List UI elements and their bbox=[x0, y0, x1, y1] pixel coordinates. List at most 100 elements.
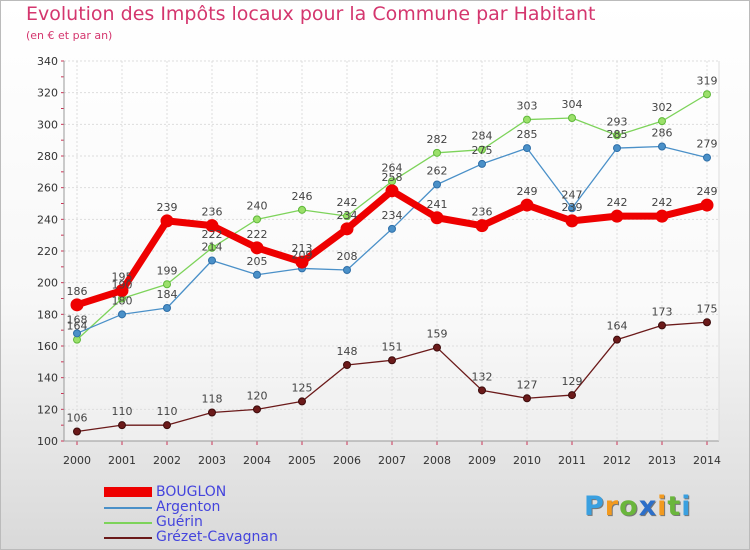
data-point bbox=[115, 284, 129, 298]
data-label: 282 bbox=[427, 133, 448, 146]
data-point bbox=[523, 394, 531, 403]
data-label: 148 bbox=[337, 345, 358, 358]
data-label: 284 bbox=[472, 130, 493, 143]
y-tick-label: 280 bbox=[37, 150, 58, 163]
data-point bbox=[658, 142, 666, 151]
x-tick-label: 2014 bbox=[693, 454, 721, 467]
x-tick-label: 2007 bbox=[378, 454, 406, 467]
data-label: 246 bbox=[292, 190, 313, 203]
data-label: 199 bbox=[157, 264, 178, 277]
data-label: 127 bbox=[517, 378, 538, 391]
data-label: 286 bbox=[652, 127, 673, 140]
data-point bbox=[568, 114, 576, 122]
data-point bbox=[298, 205, 306, 214]
y-tick-label: 260 bbox=[37, 182, 58, 195]
data-label: 132 bbox=[472, 370, 493, 383]
data-label: 222 bbox=[247, 228, 268, 241]
data-point bbox=[205, 219, 219, 233]
data-point bbox=[478, 386, 486, 395]
legend-swatch bbox=[104, 507, 152, 509]
legend-label: BOUGLON bbox=[156, 484, 227, 500]
data-label: 164 bbox=[67, 320, 88, 333]
data-label: 180 bbox=[112, 294, 133, 307]
y-tick-label: 240 bbox=[37, 213, 58, 226]
data-label: 234 bbox=[337, 209, 358, 222]
data-point bbox=[160, 214, 174, 228]
data-point bbox=[610, 209, 624, 223]
data-label: 249 bbox=[697, 185, 718, 198]
data-point bbox=[163, 421, 171, 430]
data-label: 275 bbox=[472, 144, 493, 157]
y-tick-label: 180 bbox=[37, 308, 58, 321]
logo-letter: r bbox=[604, 491, 620, 522]
y-tick-label: 160 bbox=[37, 340, 58, 353]
y-tick-label: 100 bbox=[37, 435, 58, 448]
data-point bbox=[343, 266, 351, 274]
data-label: 279 bbox=[697, 138, 718, 151]
data-label: 205 bbox=[247, 255, 268, 268]
y-tick-label: 220 bbox=[37, 245, 58, 258]
data-point bbox=[565, 214, 579, 228]
y-tick-label: 320 bbox=[37, 87, 58, 100]
data-label: 184 bbox=[157, 288, 178, 301]
data-point bbox=[613, 335, 621, 344]
x-tick-label: 2005 bbox=[288, 454, 316, 467]
x-tick-label: 2010 bbox=[513, 454, 541, 467]
data-label: 110 bbox=[157, 405, 178, 418]
data-label: 240 bbox=[247, 199, 268, 212]
data-label: 285 bbox=[517, 128, 538, 141]
logo-letter: x bbox=[638, 491, 658, 522]
x-tick-label: 2004 bbox=[243, 454, 271, 467]
legend-swatch bbox=[104, 487, 152, 497]
data-label: 173 bbox=[652, 305, 673, 318]
data-point bbox=[163, 280, 171, 289]
legend-label: Grézet-Cavagnan bbox=[156, 529, 278, 545]
data-label: 264 bbox=[382, 161, 403, 174]
x-tick-label: 2000 bbox=[63, 454, 91, 467]
data-label: 222 bbox=[202, 228, 223, 241]
y-tick-label: 140 bbox=[37, 372, 58, 385]
legend-item: Grézet-Cavagnan bbox=[104, 529, 404, 546]
data-label: 319 bbox=[697, 74, 718, 87]
data-point bbox=[343, 361, 351, 369]
data-label: 302 bbox=[652, 101, 673, 114]
data-label: 151 bbox=[382, 340, 403, 353]
data-label: 118 bbox=[202, 393, 223, 406]
data-point bbox=[253, 405, 261, 414]
data-point bbox=[568, 204, 576, 213]
data-point bbox=[208, 408, 216, 417]
data-label: 293 bbox=[607, 115, 628, 128]
logo-letter: P bbox=[584, 491, 605, 522]
data-point bbox=[433, 180, 441, 189]
data-point bbox=[433, 343, 441, 352]
data-point bbox=[388, 224, 396, 233]
data-label: 168 bbox=[67, 313, 88, 326]
data-label: 242 bbox=[652, 196, 673, 209]
data-point bbox=[655, 209, 669, 223]
x-tick-label: 2012 bbox=[603, 454, 631, 467]
data-point bbox=[703, 318, 711, 327]
data-point bbox=[568, 391, 576, 400]
data-label: 129 bbox=[562, 375, 583, 388]
data-label: 214 bbox=[202, 241, 223, 254]
x-tick-label: 2006 bbox=[333, 454, 361, 467]
data-point bbox=[163, 304, 171, 312]
x-tick-label: 2001 bbox=[108, 454, 136, 467]
chart-subtitle: (en € et par an) bbox=[26, 29, 113, 42]
data-label: 209 bbox=[292, 248, 313, 261]
data-label: 304 bbox=[562, 98, 583, 111]
data-label: 106 bbox=[67, 412, 88, 425]
data-label: 239 bbox=[157, 201, 178, 214]
data-point bbox=[73, 329, 81, 338]
data-label: 242 bbox=[337, 196, 358, 209]
data-label: 249 bbox=[517, 185, 538, 198]
chart-title: Evolution des Impôts locaux pour la Comm… bbox=[26, 3, 596, 25]
data-point bbox=[118, 421, 126, 430]
data-label: 175 bbox=[697, 302, 718, 315]
data-label: 242 bbox=[607, 196, 628, 209]
data-label: 234 bbox=[382, 209, 403, 222]
data-point bbox=[430, 211, 444, 225]
data-label: 164 bbox=[607, 320, 628, 333]
y-tick-label: 120 bbox=[37, 403, 58, 416]
